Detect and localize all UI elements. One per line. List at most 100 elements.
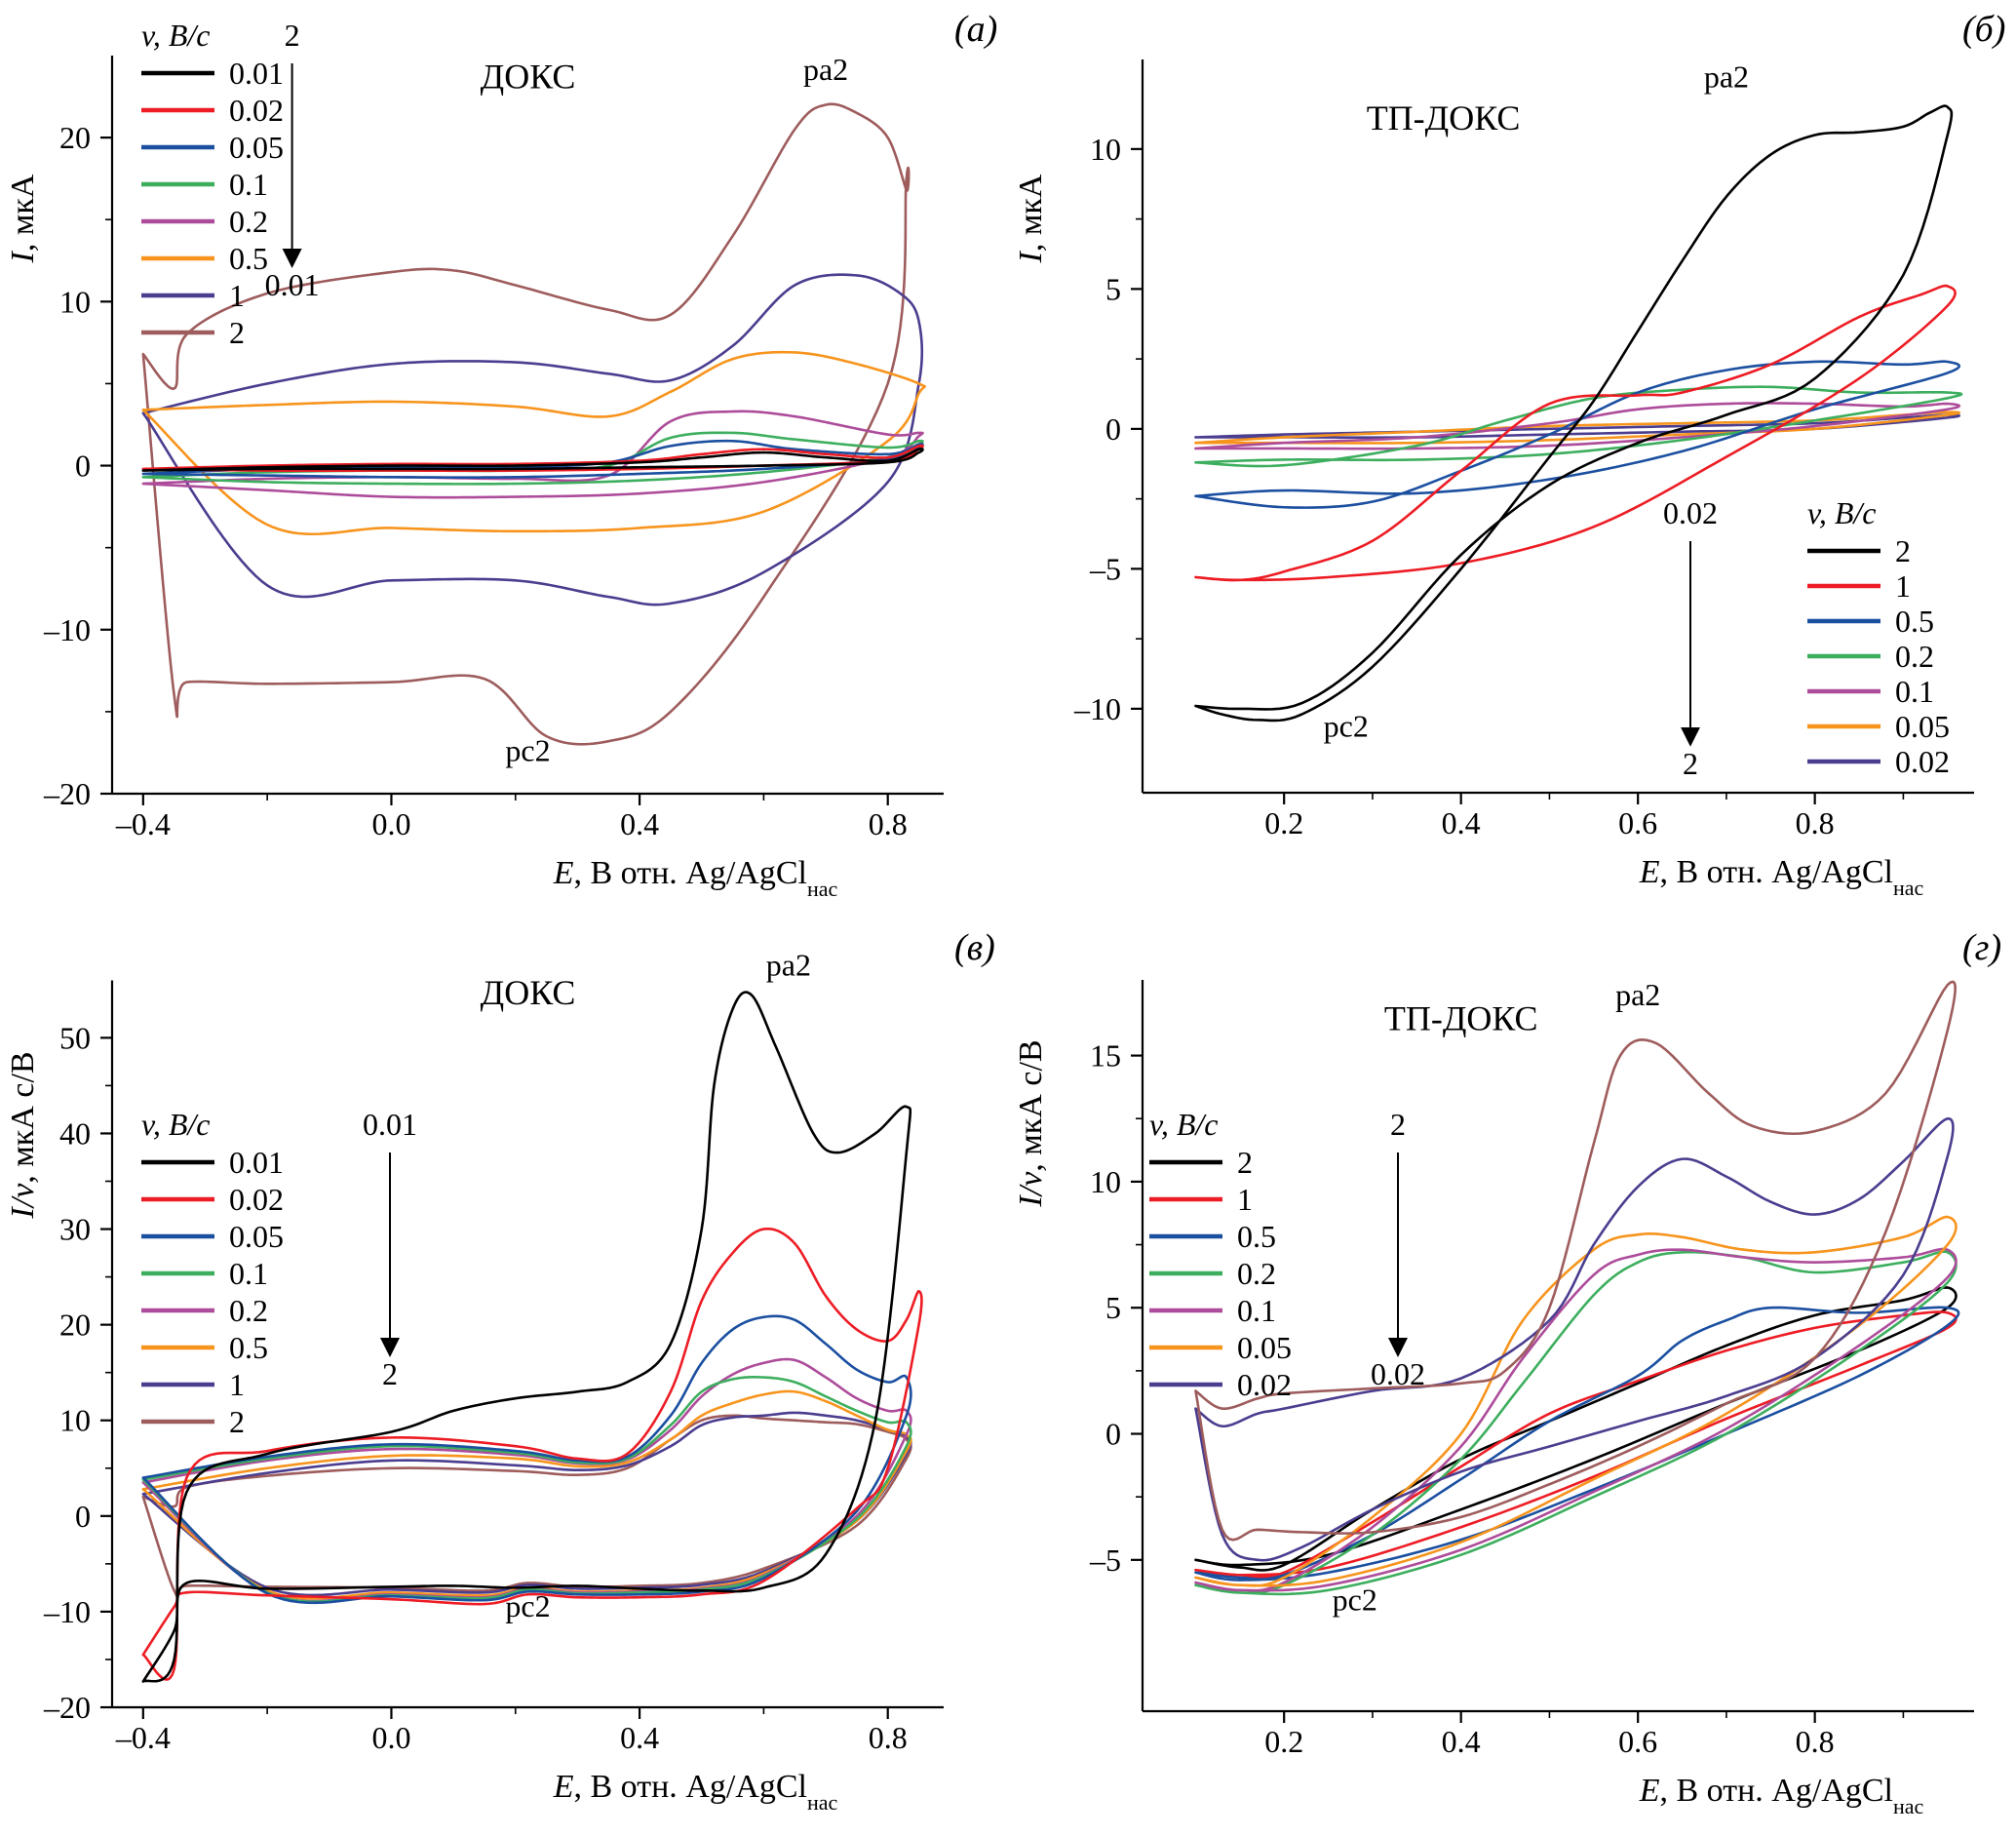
svg-text:0.5: 0.5 (1237, 1219, 1276, 1254)
svg-text:0.02: 0.02 (1895, 744, 1950, 779)
svg-text:pc2: pc2 (1324, 709, 1369, 744)
svg-text:0.1: 0.1 (229, 167, 268, 202)
svg-text:(б): (б) (1962, 9, 2005, 50)
svg-text:0.02: 0.02 (229, 1182, 284, 1217)
svg-text:50: 50 (59, 1020, 91, 1055)
svg-text:0.6: 0.6 (1618, 805, 1657, 840)
svg-text:1: 1 (229, 1367, 245, 1402)
svg-text:(г): (г) (1962, 927, 2001, 968)
svg-text:0.1: 0.1 (1237, 1293, 1276, 1328)
svg-text:0.01: 0.01 (265, 267, 320, 302)
svg-text:0.4: 0.4 (1442, 1724, 1481, 1759)
svg-text:10: 10 (59, 1402, 91, 1437)
svg-text:ТП-ДОКС: ТП-ДОКС (1384, 998, 1538, 1037)
svg-text:5: 5 (1105, 271, 1121, 306)
svg-text:1: 1 (1895, 568, 1911, 604)
svg-text:0.2: 0.2 (1895, 639, 1934, 674)
svg-text:0.8: 0.8 (1796, 805, 1835, 840)
svg-text:10: 10 (1090, 1163, 1121, 1198)
svg-text:0.01: 0.01 (229, 1145, 284, 1180)
svg-text:0.4: 0.4 (620, 1720, 659, 1755)
svg-text:5: 5 (1105, 1290, 1121, 1325)
svg-text:I/v, мкА с/В: I/v, мкА с/В (5, 1051, 41, 1219)
svg-text:0.01: 0.01 (363, 1107, 417, 1142)
svg-text:0.1: 0.1 (229, 1256, 268, 1291)
svg-text:0.8: 0.8 (869, 1720, 908, 1755)
svg-text:pa2: pa2 (766, 947, 811, 982)
svg-text:20: 20 (59, 120, 91, 155)
svg-text:0.2: 0.2 (229, 1293, 268, 1328)
svg-text:ДОКС: ДОКС (481, 58, 576, 97)
svg-text:(в): (в) (954, 927, 995, 968)
svg-text:0.8: 0.8 (869, 806, 908, 841)
svg-text:E, В отн. Ag/AgClнас: E, В отн. Ag/AgClнас (1639, 1773, 1924, 1818)
svg-text:E, В отн. Ag/AgClнас: E, В отн. Ag/AgClнас (553, 1769, 838, 1815)
svg-text:0.8: 0.8 (1796, 1724, 1835, 1759)
svg-text:ТП-ДОКС: ТП-ДОКС (1367, 98, 1521, 137)
svg-text:0.01: 0.01 (229, 56, 284, 91)
svg-text:40: 40 (59, 1115, 91, 1151)
svg-text:30: 30 (59, 1211, 91, 1246)
svg-text:pc2: pc2 (505, 732, 550, 767)
svg-text:v, В/с: v, В/с (1149, 1107, 1218, 1142)
svg-text:0.2: 0.2 (1264, 805, 1303, 840)
svg-text:0.05: 0.05 (1237, 1330, 1292, 1365)
svg-text:(а): (а) (954, 9, 997, 50)
svg-text:0.02: 0.02 (1237, 1367, 1292, 1402)
svg-text:v, В/с: v, В/с (1807, 495, 1876, 530)
svg-text:0.02: 0.02 (229, 93, 284, 128)
svg-text:0.02: 0.02 (1371, 1356, 1425, 1391)
svg-text:0: 0 (1105, 1416, 1121, 1451)
svg-text:I, мкА: I, мкА (1013, 174, 1049, 263)
svg-text:10: 10 (1090, 132, 1121, 167)
svg-text:pa2: pa2 (803, 52, 848, 87)
svg-text:0.05: 0.05 (1895, 709, 1950, 744)
svg-text:0.5: 0.5 (229, 1330, 268, 1365)
svg-text:2: 2 (1390, 1107, 1406, 1142)
svg-text:0.2: 0.2 (229, 204, 268, 239)
svg-text:2: 2 (1237, 1145, 1253, 1180)
svg-text:2: 2 (382, 1356, 398, 1391)
svg-text:E, В отн. Ag/AgClнас: E, В отн. Ag/AgClнас (1639, 854, 1924, 900)
svg-text:20: 20 (59, 1307, 91, 1342)
svg-text:v, В/с: v, В/с (141, 18, 210, 53)
svg-text:2: 2 (285, 18, 300, 53)
svg-text:0.6: 0.6 (1618, 1724, 1657, 1759)
svg-text:v, В/с: v, В/с (141, 1107, 210, 1142)
svg-text:–0.4: –0.4 (115, 1720, 171, 1755)
svg-text:0.02: 0.02 (1663, 495, 1718, 530)
svg-text:0.4: 0.4 (1442, 805, 1481, 840)
svg-text:0: 0 (75, 1498, 91, 1533)
svg-text:0: 0 (75, 449, 91, 484)
svg-text:0: 0 (1105, 411, 1121, 447)
svg-text:0.2: 0.2 (1237, 1256, 1276, 1291)
svg-text:I/v, мкА с/В: I/v, мкА с/В (1013, 1039, 1049, 1207)
svg-text:0.0: 0.0 (371, 806, 410, 841)
svg-text:0.1: 0.1 (1895, 674, 1934, 709)
svg-text:15: 15 (1090, 1037, 1121, 1073)
svg-text:E, В отн. Ag/AgClнас: E, В отн. Ag/AgClнас (553, 855, 838, 901)
svg-text:0.05: 0.05 (229, 1219, 284, 1254)
svg-text:0.4: 0.4 (620, 806, 659, 841)
svg-text:–10: –10 (43, 612, 91, 647)
svg-text:–20: –20 (43, 776, 91, 811)
svg-text:0.2: 0.2 (1264, 1724, 1303, 1759)
svg-text:2: 2 (1683, 746, 1698, 781)
svg-text:–5: –5 (1089, 551, 1121, 586)
svg-text:0.0: 0.0 (371, 1720, 410, 1755)
svg-text:1: 1 (1237, 1182, 1253, 1217)
svg-text:–20: –20 (43, 1690, 91, 1725)
svg-text:pa2: pa2 (1704, 59, 1749, 95)
svg-text:0.05: 0.05 (229, 130, 284, 165)
svg-text:0.5: 0.5 (229, 241, 268, 276)
svg-text:ДОКС: ДОКС (481, 973, 576, 1012)
svg-text:10: 10 (59, 284, 91, 319)
svg-text:1: 1 (229, 278, 245, 313)
svg-text:I, мкА: I, мкА (5, 174, 41, 263)
svg-text:–10: –10 (1073, 691, 1121, 726)
svg-text:–0.4: –0.4 (115, 806, 171, 841)
svg-text:0.5: 0.5 (1895, 604, 1934, 639)
svg-text:–10: –10 (43, 1593, 91, 1628)
svg-text:–5: –5 (1089, 1542, 1121, 1577)
svg-text:2: 2 (229, 315, 245, 350)
